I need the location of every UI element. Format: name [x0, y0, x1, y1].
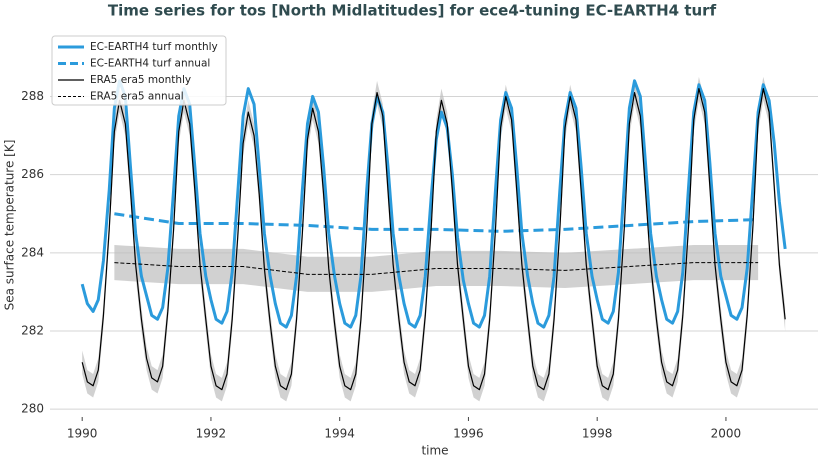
legend-label: ERA5 era5 annual — [90, 91, 184, 103]
x-tick-label: 1992 — [196, 427, 227, 441]
series-line — [81, 88, 786, 391]
x-tick-label: 1996 — [453, 427, 484, 441]
legend-label: EC-EARTH4 turf annual — [90, 58, 210, 70]
legend: EC-EARTH4 turf monthly EC-EARTH4 turf ann… — [51, 35, 227, 106]
series-line — [80, 79, 787, 329]
y-tick-label: 286 — [21, 167, 44, 181]
y-tick-label: 280 — [21, 402, 44, 416]
y-axis-label: Sea surface temperature [K] — [3, 140, 17, 311]
y-tick-label: 284 — [21, 245, 44, 259]
x-tick-label: 1990 — [67, 427, 98, 441]
series-line — [114, 262, 759, 275]
spread-band — [114, 245, 759, 292]
legend-label: ERA5 era5 monthly — [90, 74, 191, 86]
x-tick-label: 1998 — [582, 427, 613, 441]
spread-band — [82, 76, 786, 402]
chart-title: Time series for tos [North Midlatitudes]… — [108, 2, 717, 20]
series-line — [114, 212, 759, 233]
y-tick-label: 282 — [21, 324, 44, 338]
x-tick-label: 2000 — [711, 427, 742, 441]
y-tick-label: 288 — [21, 89, 44, 103]
legend-box — [51, 35, 227, 106]
legend-label: EC-EARTH4 turf monthly — [90, 41, 218, 53]
x-axis-label: time — [421, 444, 448, 457]
x-tick-label: 1994 — [324, 427, 355, 441]
